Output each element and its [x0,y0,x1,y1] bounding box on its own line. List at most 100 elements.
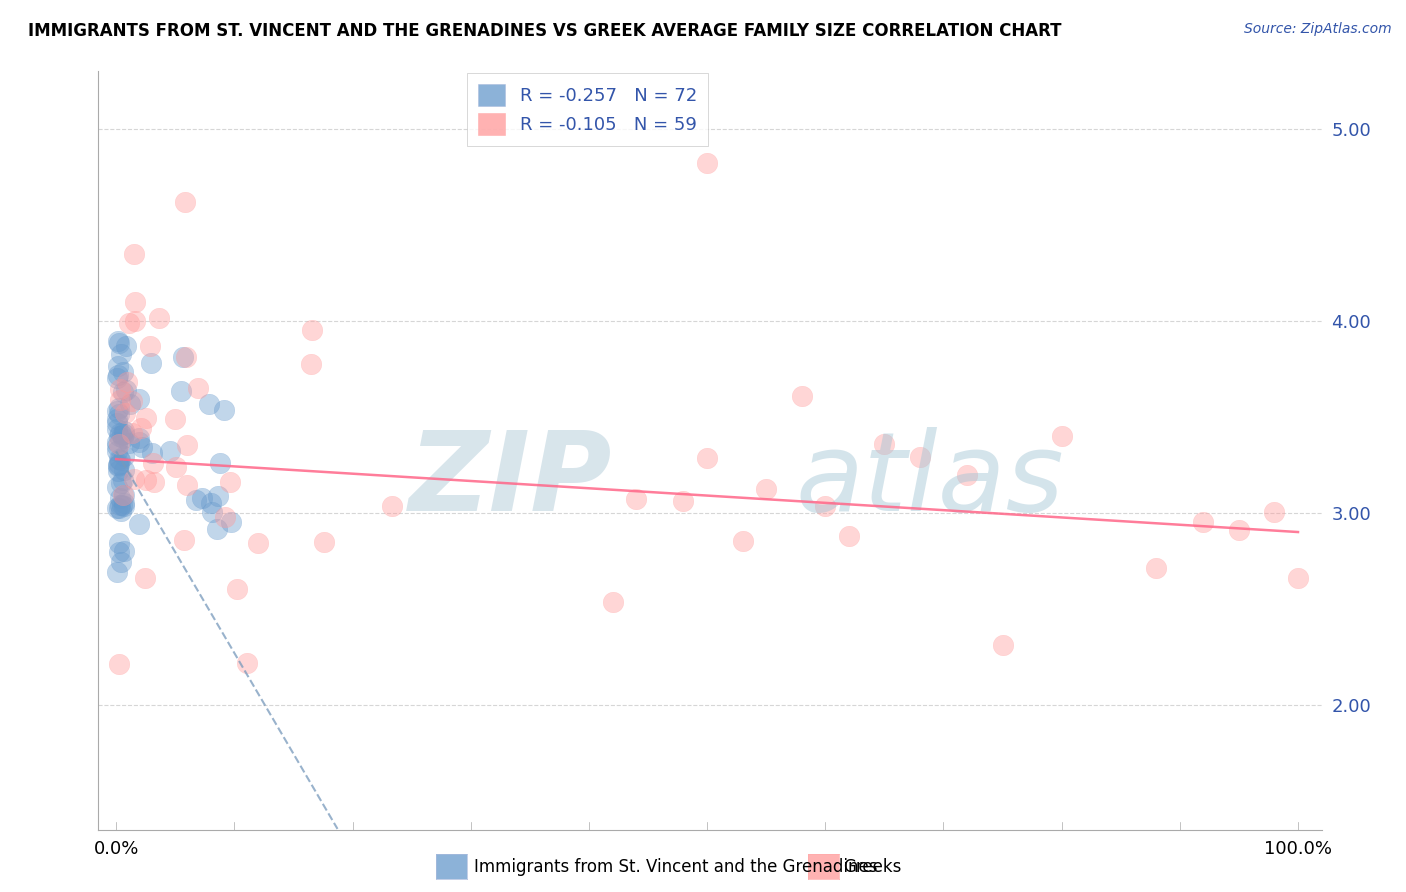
Point [128,431,150,445]
Point [174,194,197,209]
Point [115,383,138,397]
Point [114,406,136,420]
Text: IMMIGRANTS FROM ST. VINCENT AND THE GRENADINES VS GREEK AVERAGE FAMILY SIZE CORR: IMMIGRANTS FROM ST. VINCENT AND THE GREN… [28,22,1062,40]
Point [159,444,181,458]
Point [225,582,247,597]
Point [118,316,141,330]
Point [110,504,132,518]
Point [107,452,129,467]
Point [107,464,129,478]
Text: Greeks: Greeks [844,858,903,876]
Point [173,533,195,547]
Point [135,473,157,487]
Point [121,394,143,409]
Point [172,351,194,365]
Point [118,396,141,410]
Point [112,463,135,477]
Point [112,488,135,502]
Point [105,412,128,426]
Point [139,355,162,369]
Point [148,311,170,326]
Point [696,156,718,170]
Point [1144,560,1167,574]
Point [110,392,132,407]
Point [299,357,322,371]
Point [131,440,153,454]
Point [135,411,157,425]
Point [991,638,1014,652]
Point [170,384,193,398]
Point [108,545,131,559]
Point [207,489,229,503]
Point [112,473,135,487]
Point [107,368,129,383]
Point [115,375,138,389]
Point [184,492,207,507]
Point [956,468,979,483]
Point [174,350,197,364]
Point [122,471,145,485]
Point [246,536,269,550]
Point [1263,505,1285,519]
Point [112,499,135,513]
Text: Immigrants from St. Vincent and the Grenadines: Immigrants from St. Vincent and the Gren… [474,858,877,876]
Point [111,427,134,442]
Point [108,500,131,515]
Point [124,246,146,260]
Point [218,475,240,490]
Point [128,516,150,531]
Point [111,431,134,445]
Point [141,446,163,460]
Point [115,339,138,353]
Point [198,397,221,411]
Point [118,436,141,450]
Point [107,359,129,374]
Point [814,499,837,513]
Point [214,510,236,524]
Point [790,389,813,403]
Point [110,452,132,467]
Point [108,458,131,472]
Point [105,404,128,418]
Point [696,451,718,466]
Point [108,426,131,441]
Point [209,456,232,470]
Point [108,429,131,443]
Point [236,657,259,671]
Point [139,339,162,353]
Point [838,529,860,543]
Point [107,334,129,349]
Point [108,491,131,505]
Point [110,475,132,490]
Point [111,499,134,513]
Point [163,412,186,426]
Text: atlas: atlas [796,427,1064,534]
Point [124,314,146,328]
Point [129,420,152,434]
Point [121,425,143,440]
Point [381,499,404,513]
Point [105,438,128,452]
Point [111,365,134,379]
Point [176,478,198,492]
Point [108,498,131,512]
Point [105,422,128,436]
Text: Source: ZipAtlas.com: Source: ZipAtlas.com [1244,22,1392,37]
Point [112,449,135,463]
Point [221,515,243,529]
Point [1227,524,1250,538]
Point [105,371,128,385]
Point [108,401,131,415]
Point [873,437,896,451]
Point [142,456,165,470]
Point [110,347,132,361]
Point [312,534,335,549]
Point [201,505,224,519]
Point [111,488,134,502]
Point [107,459,129,474]
Point [105,444,128,458]
Point [755,483,778,497]
Point [187,381,209,395]
Point [107,407,129,421]
Point [112,544,135,558]
